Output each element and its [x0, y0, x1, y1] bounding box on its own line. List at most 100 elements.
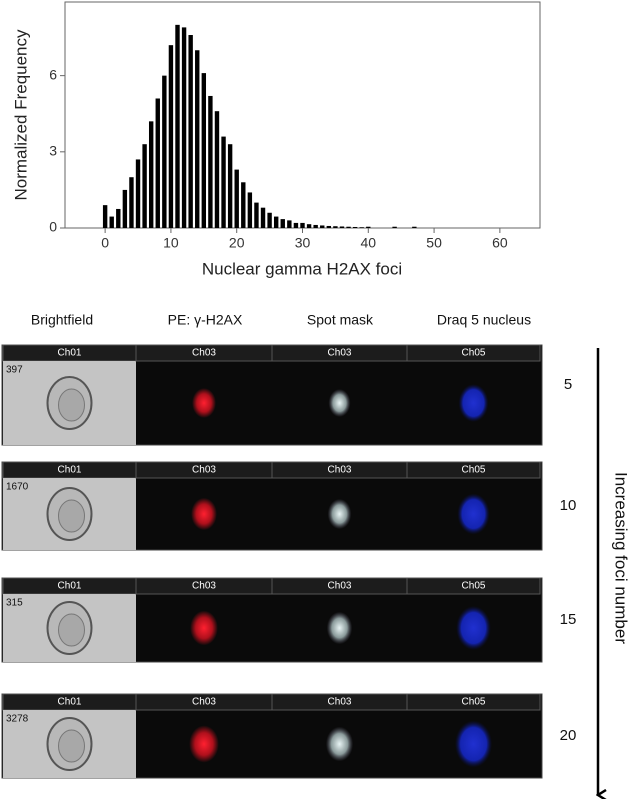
foci-stain — [191, 497, 217, 531]
bar — [168, 45, 174, 228]
channel-bar — [406, 693, 541, 711]
bar — [333, 226, 338, 228]
bar — [155, 98, 160, 228]
foci-count: 10 — [560, 497, 577, 514]
object-id: 397 — [6, 365, 23, 376]
x-tick-label: 50 — [426, 235, 442, 251]
bar — [175, 24, 180, 229]
bar — [273, 216, 279, 228]
channel-label: Ch01 — [58, 348, 82, 359]
bar — [162, 75, 167, 229]
channel-label: Ch03 — [192, 348, 216, 359]
channel-label: Ch03 — [192, 697, 216, 708]
channel-label: Ch03 — [328, 697, 352, 708]
foci-stain — [190, 610, 218, 646]
bar — [247, 192, 253, 228]
x-tick-label: 10 — [163, 235, 179, 251]
channel-bar — [406, 577, 541, 595]
bar — [326, 225, 332, 228]
bar — [254, 202, 259, 228]
nucleus-stain — [457, 493, 490, 535]
bar — [181, 27, 187, 228]
bar — [109, 216, 114, 228]
bar — [392, 226, 397, 228]
image-strip: Ch01 Ch03 Ch03 Ch05 3278 — [1, 693, 543, 779]
image-strip: Ch01 Ch03 Ch03 Ch05 315 — [1, 577, 543, 663]
nucleus-stain — [456, 605, 491, 651]
bar — [102, 205, 108, 228]
nucleus-stain — [454, 720, 493, 768]
foci-count: 5 — [564, 376, 572, 393]
x-tick-label: 40 — [361, 235, 377, 251]
bar — [313, 224, 318, 228]
y-tick-label: 3 — [49, 143, 57, 159]
image-strip: Ch01 Ch03 Ch03 Ch05 1670 — [1, 461, 543, 551]
bar — [267, 212, 272, 228]
cell-nucleus — [58, 499, 85, 533]
bar — [320, 225, 325, 228]
column-header: Spot mask — [307, 312, 374, 328]
bar — [280, 219, 285, 228]
bar — [188, 35, 193, 229]
bar — [148, 121, 154, 228]
bar — [227, 144, 233, 228]
channel-label: Ch05 — [462, 581, 486, 592]
bar — [241, 182, 246, 228]
column-header: PE: γ-H2AX — [168, 312, 243, 328]
bar — [129, 177, 134, 228]
channel-label: Ch05 — [462, 697, 486, 708]
channel-bar — [406, 344, 541, 362]
bar — [234, 169, 239, 228]
bar — [412, 226, 417, 228]
x-tick-label: 0 — [101, 235, 109, 251]
nucleus-stain — [458, 384, 489, 422]
column-header: Brightfield — [31, 312, 93, 328]
channel-label: Ch05 — [462, 348, 486, 359]
cell-nucleus — [58, 388, 85, 422]
object-id: 3278 — [6, 714, 29, 725]
spot-mask — [325, 726, 354, 762]
bar — [208, 95, 213, 229]
channel-label: Ch01 — [58, 581, 82, 592]
image-strip: Ch01 Ch03 Ch03 Ch05 397 — [1, 344, 543, 446]
bar — [352, 226, 358, 228]
bar — [346, 226, 351, 228]
bar — [293, 222, 299, 228]
channel-label: Ch05 — [462, 465, 486, 476]
x-tick-label: 30 — [295, 235, 311, 251]
bar — [195, 50, 200, 228]
object-id: 315 — [6, 598, 23, 609]
channel-label: Ch03 — [192, 465, 216, 476]
column-header: Draq 5 nucleus — [437, 312, 531, 328]
spot-mask — [327, 498, 352, 530]
bar — [116, 208, 121, 228]
bar — [221, 136, 226, 228]
bar — [142, 144, 147, 228]
bar — [359, 227, 364, 228]
bar — [339, 226, 345, 228]
spot-mask — [328, 389, 351, 417]
channel-label: Ch03 — [328, 348, 352, 359]
bar — [201, 73, 207, 228]
spot-mask — [326, 611, 353, 645]
channel-label: Ch01 — [58, 697, 82, 708]
bar — [366, 226, 371, 228]
cell-nucleus — [58, 729, 85, 763]
foci-count: 20 — [560, 727, 577, 744]
foci-stain — [192, 388, 216, 418]
object-id: 1670 — [6, 482, 29, 493]
bar — [122, 189, 128, 228]
cell-nucleus — [58, 613, 85, 647]
channel-bar — [406, 461, 541, 479]
arrow-label: Increasing foci number — [612, 472, 630, 644]
channel-label: Ch03 — [328, 581, 352, 592]
bar — [300, 222, 305, 228]
channel-label: Ch03 — [328, 465, 352, 476]
bar — [260, 207, 266, 228]
x-tick-label: 20 — [229, 235, 245, 251]
y-tick-label: 0 — [49, 219, 57, 235]
y-tick-label: 6 — [49, 66, 57, 82]
foci-stain — [189, 725, 219, 763]
x-axis-label: Nuclear gamma H2AX foci — [202, 259, 402, 278]
